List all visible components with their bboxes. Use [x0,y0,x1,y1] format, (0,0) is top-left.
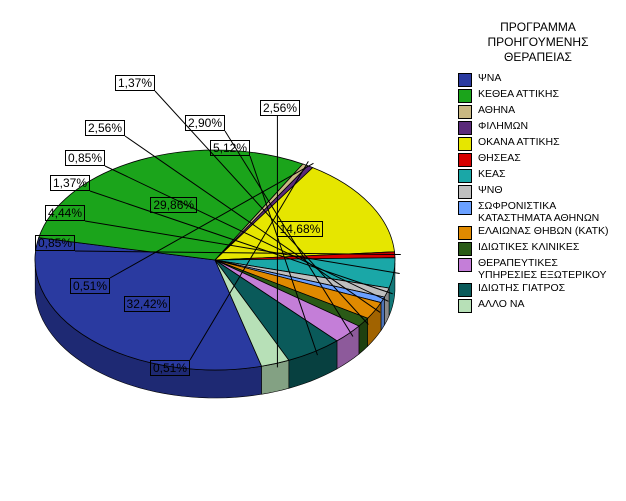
pie-label: 0,85% [35,235,75,251]
legend-label: ΑΛΛΟ ΝΑ [478,299,524,311]
legend-swatch [458,299,472,313]
pie-label: 14,68% [277,221,324,237]
legend-label: ΑΘΗΝΑ [478,105,515,117]
legend-swatch [458,258,472,272]
legend-swatch [458,242,472,256]
pie-label: 29,86% [150,197,197,213]
legend-item: ΚΕΑΣ [458,169,618,183]
legend-item: ΑΘΗΝΑ [458,105,618,119]
pie-label: 2,90% [185,115,225,131]
legend-item: ΣΩΦΡΟΝΙΣΤΙΚΑ ΚΑΤΑΣΤΗΜΑΤΑ ΑΘΗΝΩΝ [458,201,618,224]
pie-label: 0,85% [65,150,105,166]
legend-label: ΦΙΛΗΜΩΝ [478,121,528,133]
pie-label: 1,37% [50,175,90,191]
legend-label: ΨΝΘ [478,185,503,197]
legend-swatch [458,89,472,103]
legend-item: ΙΔΙΩΤΗΣ ΓΙΑΤΡΟΣ [458,283,618,297]
legend-item: ΑΛΛΟ ΝΑ [458,299,618,313]
legend-swatch [458,73,472,87]
legend-label: ΙΔΙΩΤΗΣ ΓΙΑΤΡΟΣ [478,283,565,295]
pie-label: 5,12% [210,140,250,156]
pie-label: 2,56% [260,100,300,116]
legend-swatch [458,169,472,183]
legend-label: ΚΕΑΣ [478,169,506,181]
legend-item: ΨΝΑ [458,73,618,87]
legend-label: ΙΔΙΩΤΙΚΕΣ ΚΛΙΝΙΚΕΣ [478,242,579,254]
legend-item: ΘΕΡΑΠΕΥΤΙΚΕΣ ΥΠΗΡΕΣΙΕΣ ΕΞΩΤΕΡΙΚΟΥ [458,258,618,281]
legend-swatch [458,121,472,135]
legend-label: ΘΕΡΑΠΕΥΤΙΚΕΣ ΥΠΗΡΕΣΙΕΣ ΕΞΩΤΕΡΙΚΟΥ [478,258,618,281]
legend-label: ΘΗΣΕΑΣ [478,153,521,165]
legend-swatch [458,105,472,119]
pie-label: 2,56% [85,120,125,136]
legend-label: ΣΩΦΡΟΝΙΣΤΙΚΑ ΚΑΤΑΣΤΗΜΑΤΑ ΑΘΗΝΩΝ [478,201,618,224]
pie-label: 4,44% [45,205,85,221]
legend-title: ΠΡΟΓΡΑΜΜΑ ΠΡΟΗΓΟΥΜΕΝΗΣ ΘΕΡΑΠΕΙΑΣ [458,20,618,65]
legend-swatch [458,153,472,167]
legend-item: ΨΝΘ [458,185,618,199]
legend-item: ΘΗΣΕΑΣ [458,153,618,167]
legend-items: ΨΝΑ ΚΕΘΕΑ ΑΤΤΙΚΗΣ ΑΘΗΝΑ ΦΙΛΗΜΩΝ ΟΚΑΝΑ ΑΤΤΙΚΗ… [458,73,618,313]
legend-label: ΕΛΑΙΩΝΑΣ ΘΗΒΩΝ (ΚΑΤΚ) [478,226,609,238]
legend-item: ΕΛΑΙΩΝΑΣ ΘΗΒΩΝ (ΚΑΤΚ) [458,226,618,240]
legend-item: ΟΚΑΝΑ ΑΤΤΙΚΗΣ [458,137,618,151]
pie-label: 32,42% [124,296,171,312]
legend-label: ΟΚΑΝΑ ΑΤΤΙΚΗΣ [478,137,560,149]
legend-swatch [458,226,472,240]
pie-label: 1,37% [115,75,155,91]
legend-swatch [458,201,472,215]
legend: ΠΡΟΓΡΑΜΜΑ ΠΡΟΗΓΟΥΜΕΝΗΣ ΘΕΡΑΠΕΙΑΣ ΨΝΑ ΚΕΘΕ… [458,20,618,315]
legend-swatch [458,137,472,151]
pie-chart: 32,42% 29,86% 0,51% 0,51% 14,68% 0,85% 4,44% 1,… [0,0,460,501]
legend-label: ΚΕΘΕΑ ΑΤΤΙΚΗΣ [478,89,559,101]
legend-item: ΚΕΘΕΑ ΑΤΤΙΚΗΣ [458,89,618,103]
legend-item: ΦΙΛΗΜΩΝ [458,121,618,135]
legend-swatch [458,283,472,297]
pie-label: 0,51% [70,278,110,294]
legend-item: ΙΔΙΩΤΙΚΕΣ ΚΛΙΝΙΚΕΣ [458,242,618,256]
legend-label: ΨΝΑ [478,73,501,85]
legend-swatch [458,185,472,199]
pie-label: 0,51% [150,360,190,376]
